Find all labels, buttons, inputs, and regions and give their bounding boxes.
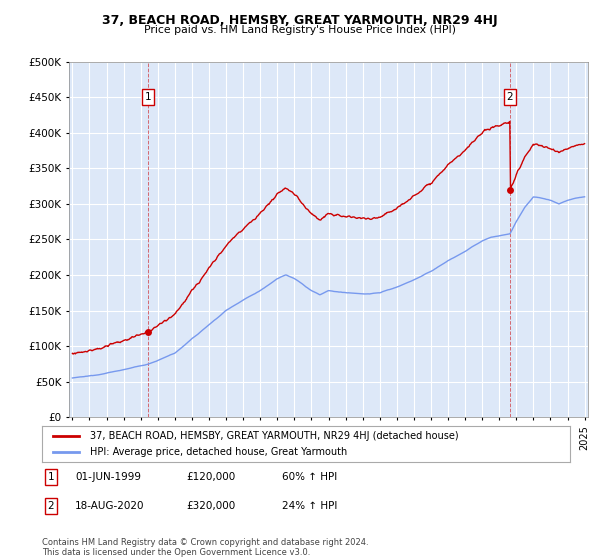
Text: HPI: Average price, detached house, Great Yarmouth: HPI: Average price, detached house, Grea… [89, 447, 347, 457]
Text: 1: 1 [145, 92, 151, 102]
Text: 2: 2 [506, 92, 513, 102]
Text: 2: 2 [47, 501, 55, 511]
Text: £120,000: £120,000 [186, 472, 235, 482]
Text: 18-AUG-2020: 18-AUG-2020 [75, 501, 145, 511]
Text: 01-JUN-1999: 01-JUN-1999 [75, 472, 141, 482]
Text: Price paid vs. HM Land Registry's House Price Index (HPI): Price paid vs. HM Land Registry's House … [144, 25, 456, 35]
Text: 1: 1 [47, 472, 55, 482]
Text: 24% ↑ HPI: 24% ↑ HPI [282, 501, 337, 511]
Text: £320,000: £320,000 [186, 501, 235, 511]
Text: 37, BEACH ROAD, HEMSBY, GREAT YARMOUTH, NR29 4HJ (detached house): 37, BEACH ROAD, HEMSBY, GREAT YARMOUTH, … [89, 431, 458, 441]
Text: 37, BEACH ROAD, HEMSBY, GREAT YARMOUTH, NR29 4HJ: 37, BEACH ROAD, HEMSBY, GREAT YARMOUTH, … [102, 14, 498, 27]
Text: 60% ↑ HPI: 60% ↑ HPI [282, 472, 337, 482]
Text: Contains HM Land Registry data © Crown copyright and database right 2024.
This d: Contains HM Land Registry data © Crown c… [42, 538, 368, 557]
